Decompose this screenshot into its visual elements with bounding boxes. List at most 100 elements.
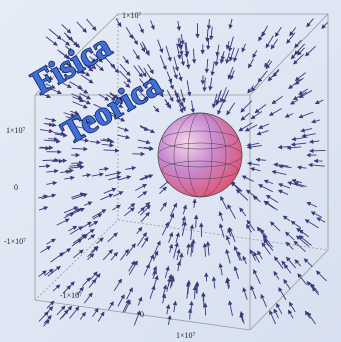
field-arrow: [180, 89, 186, 103]
field-arrow: [92, 213, 103, 220]
field-arrow: [95, 63, 104, 72]
field-arrow: [79, 92, 92, 100]
field-arrow: [137, 139, 151, 145]
field-arrow: [237, 250, 242, 261]
field-arrow: [150, 20, 155, 31]
field-arrow: [91, 172, 104, 177]
field-arrow: [233, 48, 240, 63]
field-arrow: [242, 287, 248, 300]
field-arrow: [284, 113, 294, 118]
field-arrow: [44, 64, 57, 72]
field-arrow: [47, 265, 61, 277]
field-arrow: [295, 235, 310, 247]
field-arrow: [96, 237, 104, 245]
field-arrow: [164, 98, 170, 107]
field-arrow: [288, 301, 296, 313]
field-arrow: [46, 238, 56, 245]
field-arrow: [87, 246, 99, 258]
field-arrow: [76, 21, 87, 33]
field-arrow: [182, 204, 188, 215]
field-arrow: [315, 270, 327, 282]
field-arrow: [298, 88, 309, 95]
field-arrow: [61, 38, 70, 46]
field-arrow: [290, 220, 302, 229]
sphere-body: [157, 112, 243, 198]
field-arrow: [38, 311, 49, 322]
field-arrow: [293, 181, 307, 187]
field-arrow: [274, 256, 284, 269]
field-arrow: [214, 55, 219, 67]
field-arrow: [256, 130, 269, 136]
field-arrow: [138, 23, 144, 34]
field-arrow: [304, 45, 317, 57]
field-arrow: [51, 158, 68, 163]
field-arrow: [251, 82, 259, 92]
field-arrow: [225, 52, 230, 64]
field-arrow: [277, 183, 291, 189]
field-arrow: [161, 221, 169, 236]
field-arrow: [298, 229, 309, 238]
field-arrow: [71, 93, 83, 100]
field-arrow: [92, 114, 102, 120]
field-arrow: [69, 81, 83, 90]
field-arrow: [289, 99, 299, 105]
field-arrow: [181, 215, 186, 227]
axis-label: 1×10⁷: [122, 11, 142, 20]
field-arrow: [310, 211, 323, 218]
field-arrow: [191, 48, 197, 64]
field-arrow: [104, 171, 122, 177]
field-arrow: [166, 89, 174, 102]
field-arrow: [73, 249, 84, 259]
field-arrow: [180, 53, 186, 67]
field-arrow: [46, 168, 59, 174]
field-arrow: [165, 304, 171, 315]
field-arrow: [38, 194, 49, 199]
field-arrow: [298, 111, 314, 119]
field-arrow: [209, 26, 214, 41]
field-arrow: [241, 43, 246, 53]
field-arrow: [110, 114, 126, 122]
field-arrow: [296, 165, 307, 170]
field-arrow: [122, 56, 130, 65]
field-arrow: [176, 248, 181, 261]
field-arrow: [252, 50, 258, 59]
field-arrow: [176, 43, 182, 60]
field-arrow: [152, 275, 159, 290]
field-arrow: [269, 221, 281, 232]
field-arrow: [298, 235, 312, 246]
field-arrow: [119, 63, 131, 77]
field-arrow: [160, 202, 167, 212]
field-arrow: [123, 207, 135, 217]
field-arrow: [309, 148, 326, 154]
field-arrow: [100, 193, 114, 201]
field-arrow: [38, 270, 47, 277]
field-arrow: [138, 65, 147, 78]
field-arrow: [143, 263, 150, 276]
field-arrow: [120, 248, 130, 261]
field-arrow: [139, 43, 146, 53]
field-arrow: [258, 31, 264, 42]
field-arrow: [173, 56, 179, 72]
field-arrow: [257, 70, 268, 83]
field-arrow: [132, 35, 138, 46]
field-arrow: [71, 192, 85, 198]
field-arrow: [249, 249, 257, 261]
field-arrow: [290, 142, 307, 147]
field-arrow: [68, 225, 78, 232]
field-arrow: [45, 83, 56, 89]
field-arrow: [219, 87, 227, 103]
field-arrow: [265, 195, 279, 203]
field-arrow: [71, 146, 88, 152]
field-arrow: [123, 81, 131, 88]
field-arrow: [64, 45, 73, 53]
field-arrow: [218, 211, 224, 222]
field-arrow: [211, 93, 218, 109]
field-arrow: [126, 243, 136, 257]
field-arrow: [46, 122, 57, 128]
field-arrow: [50, 252, 65, 263]
field-arrow: [72, 96, 85, 103]
field-arrow: [77, 68, 85, 75]
field-arrow: [316, 217, 326, 223]
field-arrow: [263, 238, 270, 247]
field-arrow: [190, 100, 196, 114]
